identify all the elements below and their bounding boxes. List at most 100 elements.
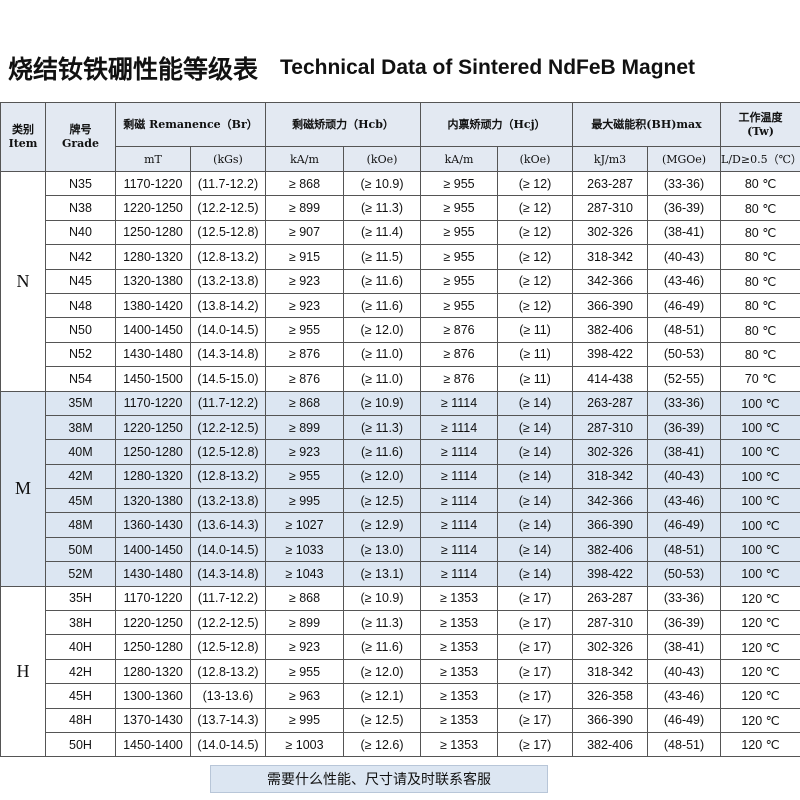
data-row: 50H 1450-1400 (14.0-14.5) ≥ 1003 (≥ 12.6) ≥ 1… <box>1 731 800 758</box>
data-cell: (38-41) <box>647 439 722 465</box>
data-cell: 1280-1320 <box>115 244 191 270</box>
data-cell: (36-39) <box>647 610 722 636</box>
data-cell: (12.8-13.2) <box>190 463 266 490</box>
data-cell: ≥ 1114 <box>420 512 499 538</box>
data-cell: ≥ 1114 <box>420 536 499 563</box>
data-cell: ≥ 1114 <box>420 463 499 490</box>
data-table: 类别 Item 牌号 Grade 剩磁 Remanence（Br） 剩磁矫顽力（Hcb）内… <box>0 102 800 758</box>
data-cell: (≥ 12.0) <box>342 317 422 343</box>
data-cell: 398-422 <box>572 341 649 368</box>
data-cell: 100 ℃ <box>720 512 800 538</box>
data-cell: ≥ 923 <box>265 634 344 660</box>
data-cell: (≥ 11) <box>497 341 574 368</box>
data-cell: (≥ 12.6) <box>342 731 422 758</box>
data-cell: (14.3-14.8) <box>190 341 266 368</box>
data-cell: (12.2-12.5) <box>190 414 266 441</box>
header-cell: 剩磁 Remanence（Br） <box>115 102 266 147</box>
data-cell: 80 ℃ <box>720 341 800 368</box>
data-cell: (≥ 10.9) <box>342 390 422 416</box>
data-row: M 35M 1170-1220 (11.7-12.2) ≥ 868 (≥ 10.9) ≥ 1… <box>0 390 800 587</box>
data-cell: ≥ 1353 <box>420 610 499 636</box>
data-cell: 287-310 <box>572 414 649 441</box>
data-cell: 287-310 <box>572 195 649 221</box>
data-cell: (12.2-12.5) <box>190 195 266 221</box>
data-cell: 318-342 <box>572 658 649 685</box>
data-cell: 100 ℃ <box>720 488 800 514</box>
group-cell: M <box>0 390 46 587</box>
data-cell: 45H <box>45 683 116 709</box>
data-cell: 1170-1220 <box>115 585 191 612</box>
data-cell: ≥ 899 <box>265 195 344 221</box>
data-cell: ≥ 1353 <box>420 731 499 758</box>
data-cell: (≥ 17) <box>497 634 574 660</box>
header-text: (Tw) <box>747 124 774 138</box>
header-cell: 工作温度 (Tw) <box>720 102 800 147</box>
data-cell: (≥ 14) <box>497 439 574 465</box>
data-cell: 38M <box>45 414 116 441</box>
data-cell: ≥ 868 <box>265 170 344 197</box>
data-cell: (≥ 11.0) <box>342 366 422 392</box>
data-cell: 45M <box>45 488 116 514</box>
data-cell: (36-39) <box>647 414 722 441</box>
data-cell: ≥ 876 <box>420 317 499 343</box>
data-cell: 287-310 <box>572 610 649 636</box>
header-text: 内禀矫顽力（Hcj） <box>447 117 546 131</box>
data-cell: 38H <box>45 610 116 636</box>
data-cell: 382-406 <box>572 317 649 343</box>
data-cell: ≥ 923 <box>265 292 344 319</box>
data-row: 38M 1220-1250 (12.2-12.5) ≥ 899 (≥ 11.3) ≥ 11… <box>1 414 800 441</box>
data-row: N45 1320-1380 (13.2-13.8) ≥ 923 (≥ 11.6) ≥ 95… <box>1 268 800 294</box>
data-cell: (12.8-13.2) <box>190 244 266 270</box>
data-cell: (11.7-12.2) <box>190 170 266 197</box>
data-cell: 263-287 <box>572 390 649 416</box>
data-cell: 1280-1320 <box>115 658 191 685</box>
data-cell: 398-422 <box>572 561 649 587</box>
data-cell: ≥ 955 <box>265 317 344 343</box>
data-cell: (≥ 17) <box>497 731 574 758</box>
unit-cell: kJ/m3 <box>572 146 649 172</box>
data-cell: (14.5-15.0) <box>190 366 266 392</box>
data-cell: (13.8-14.2) <box>190 292 266 319</box>
data-cell: (≥ 17) <box>497 683 574 709</box>
data-cell: 1430-1480 <box>115 561 191 587</box>
data-row: 50M 1400-1450 (14.0-14.5) ≥ 1033 (≥ 13.0) ≥ 1… <box>1 536 800 563</box>
data-row: 48H 1370-1430 (13.7-14.3) ≥ 995 (≥ 12.5) ≥ 13… <box>1 707 800 733</box>
data-cell: ≥ 1043 <box>265 561 344 587</box>
data-cell: (48-51) <box>647 731 722 758</box>
data-cell: (48-51) <box>647 317 722 343</box>
title-cn: 烧结钕铁硼性能等级表 <box>8 55 259 84</box>
data-cell: 35H <box>45 585 116 612</box>
data-cell: 302-326 <box>572 634 649 660</box>
data-cell: (≥ 14) <box>497 414 574 441</box>
data-cell: 1280-1320 <box>115 463 191 490</box>
data-cell: (12.5-12.8) <box>190 439 266 465</box>
data-cell: (≥ 11.0) <box>342 341 422 368</box>
data-cell: (≥ 11.6) <box>342 439 422 465</box>
header-cell: 剩磁矫顽力（Hcb） <box>264 102 422 147</box>
data-cell: (13-13.6) <box>190 683 266 709</box>
title-en: Technical Data of Sintered NdFeB Magnet <box>280 56 696 79</box>
data-cell: (40-43) <box>647 244 722 270</box>
header-text: 牌号 <box>69 123 92 136</box>
data-cell: (14.0-14.5) <box>190 536 266 563</box>
data-cell: ≥ 1353 <box>420 707 499 733</box>
unit-cell: L/D≥0.5（℃） <box>720 146 800 172</box>
data-cell: 35M <box>45 390 116 416</box>
data-cell: (≥ 17) <box>497 610 574 636</box>
data-cell: ≥ 955 <box>420 244 499 270</box>
data-cell: ≥ 1033 <box>265 536 344 563</box>
data-cell: (13.7-14.3) <box>190 707 266 733</box>
data-cell: (≥ 14) <box>497 536 574 563</box>
data-cell: (46-49) <box>647 512 722 538</box>
data-cell: ≥ 955 <box>420 170 499 197</box>
data-cell: (≥ 11) <box>497 366 574 392</box>
header-text: 类别 <box>12 123 34 136</box>
data-cell: 1220-1250 <box>115 610 191 636</box>
data-cell: 80 ℃ <box>720 219 800 246</box>
data-cell: 80 ℃ <box>720 244 800 270</box>
group-cell: N <box>0 171 46 392</box>
data-cell: (≥ 12) <box>497 195 574 221</box>
data-cell: 1380-1420 <box>115 292 191 319</box>
data-cell: (36-39) <box>647 195 722 221</box>
